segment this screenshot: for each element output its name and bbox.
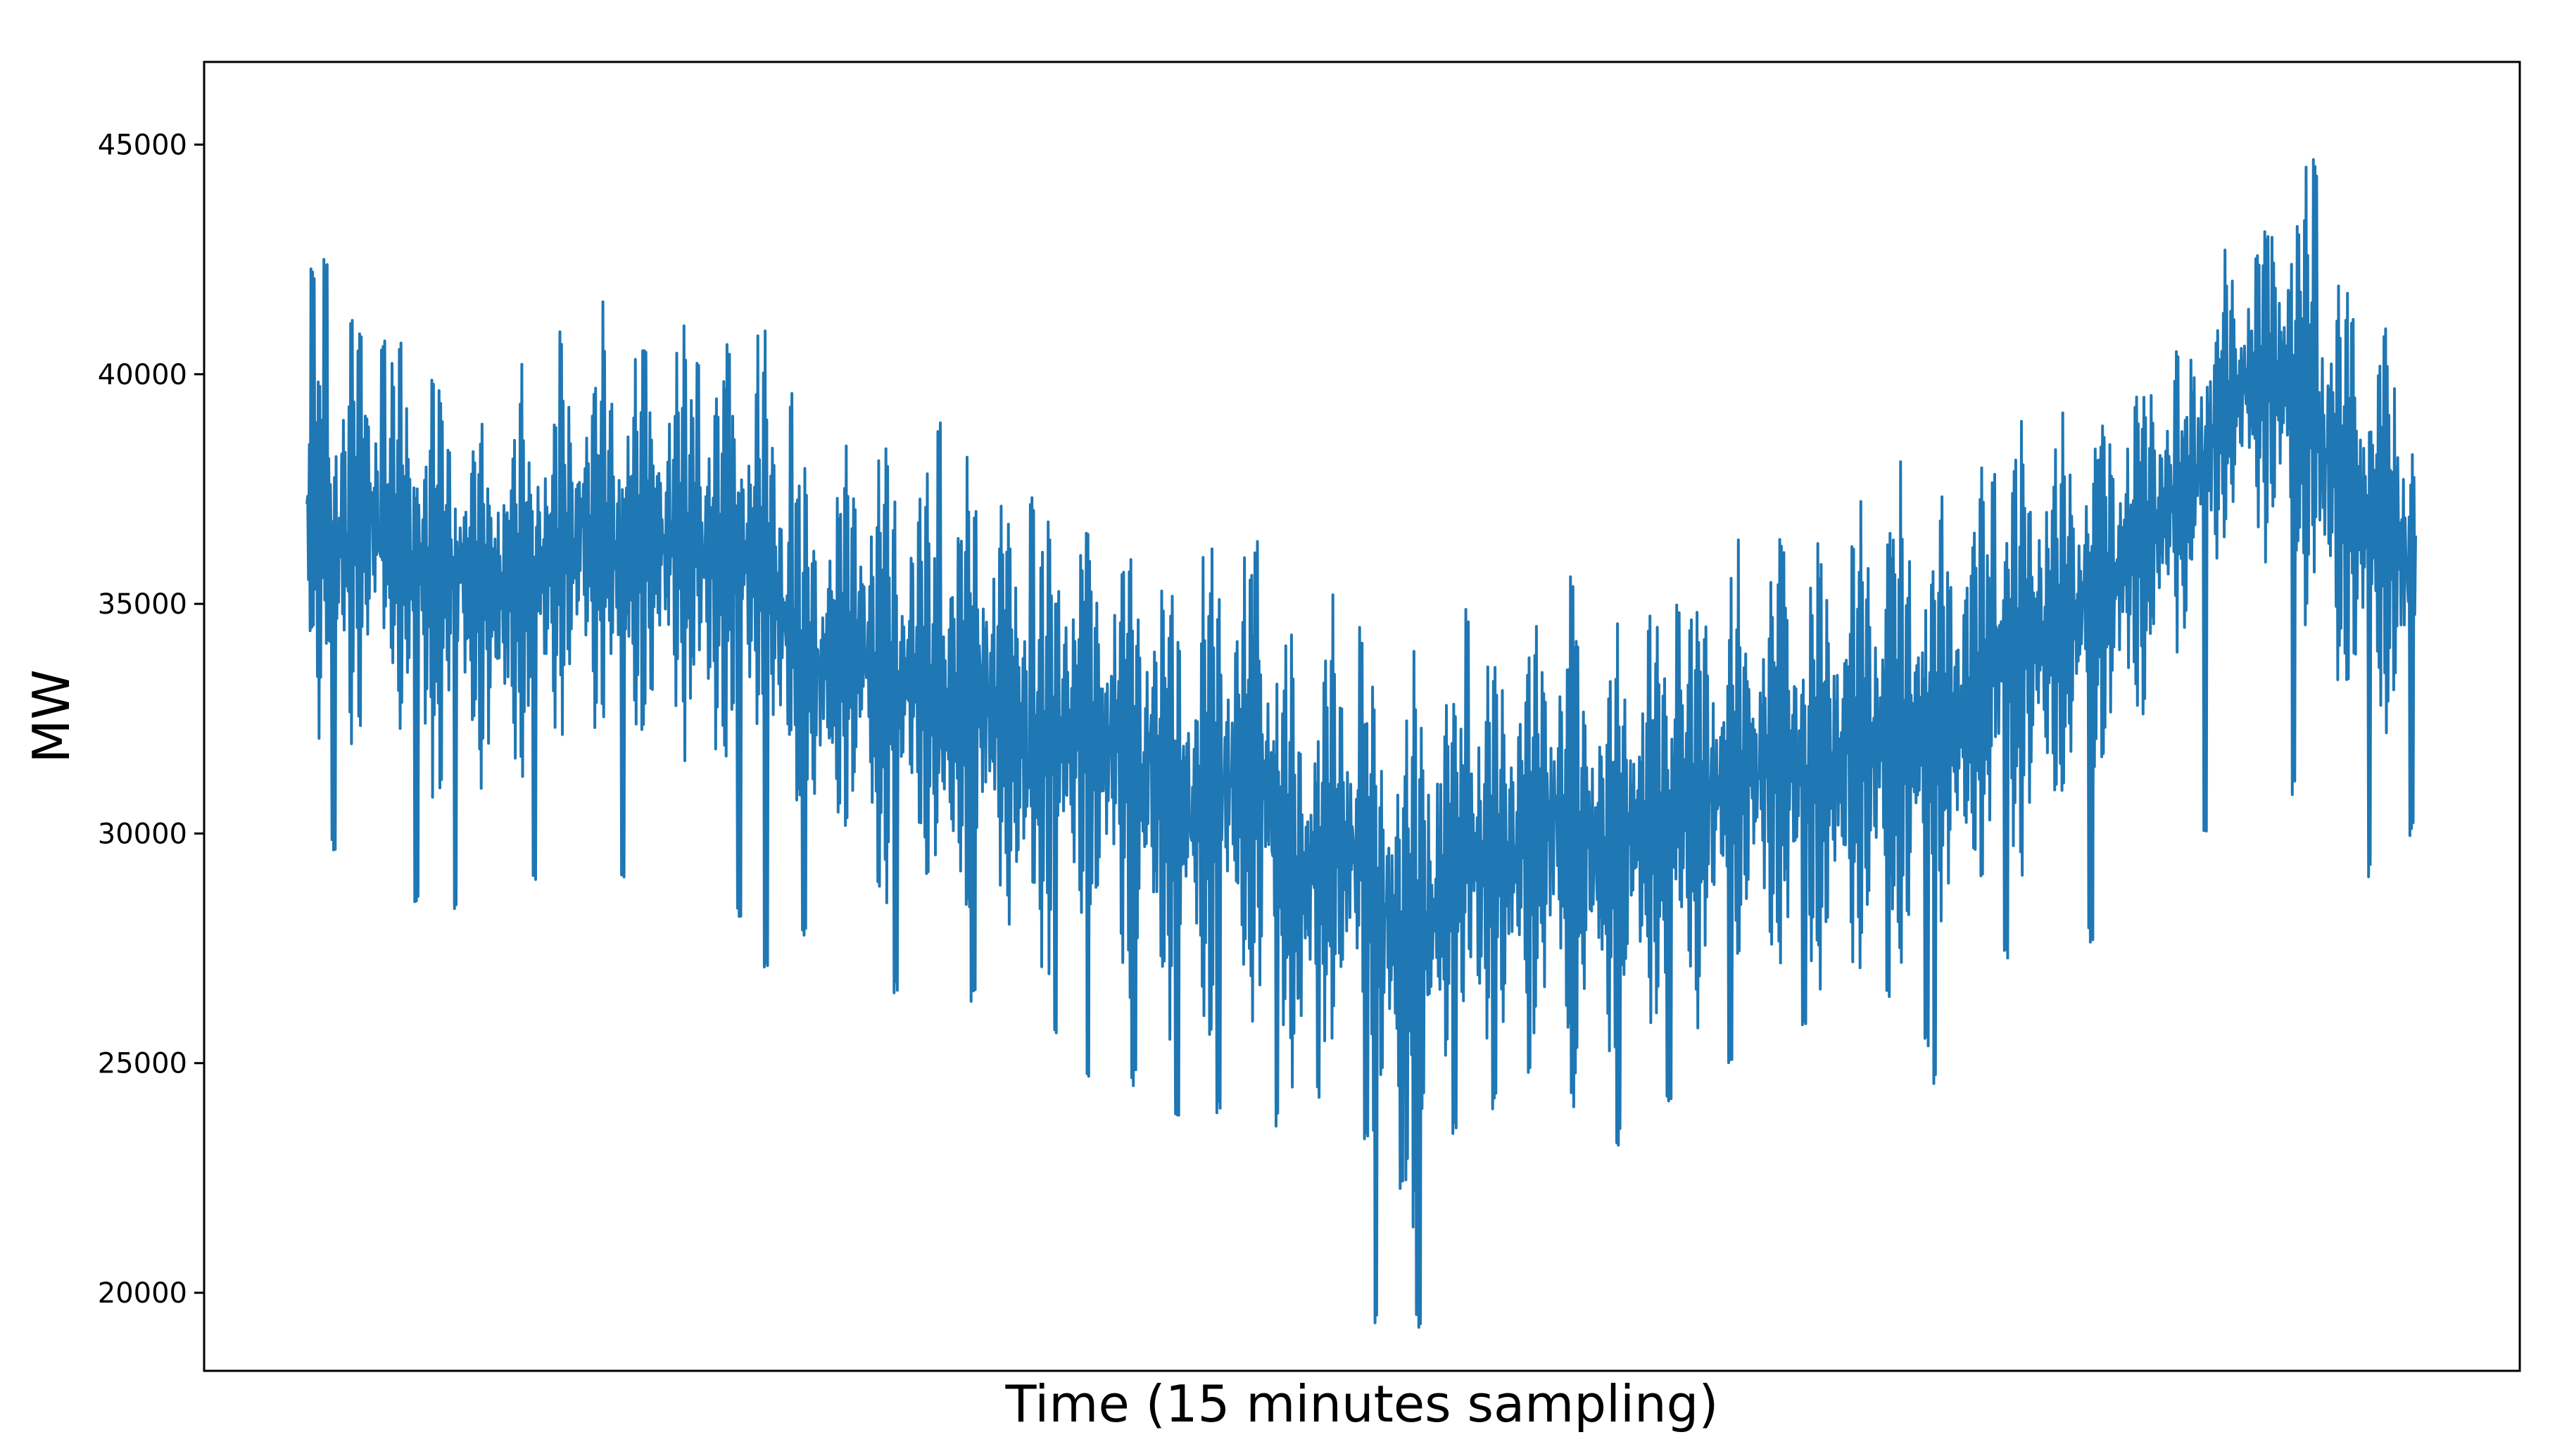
y-tick-label: 35000 [98, 588, 187, 621]
y-tick-label: 25000 [98, 1048, 187, 1080]
y-axis: 20000 25000 30000 35000 40000 45000 [98, 129, 204, 1310]
x-axis-title: Time (15 minutes sampling) [1005, 1374, 1719, 1433]
y-tick-label: 40000 [98, 359, 187, 391]
series-line [305, 158, 2417, 1329]
y-tick-label: 20000 [98, 1277, 187, 1310]
plot-frame [203, 61, 2521, 1372]
y-tick-label: 45000 [98, 129, 187, 161]
series-layer [305, 158, 2417, 1329]
y-axis-title: MW [22, 669, 81, 763]
y-tick-label: 30000 [98, 818, 187, 850]
